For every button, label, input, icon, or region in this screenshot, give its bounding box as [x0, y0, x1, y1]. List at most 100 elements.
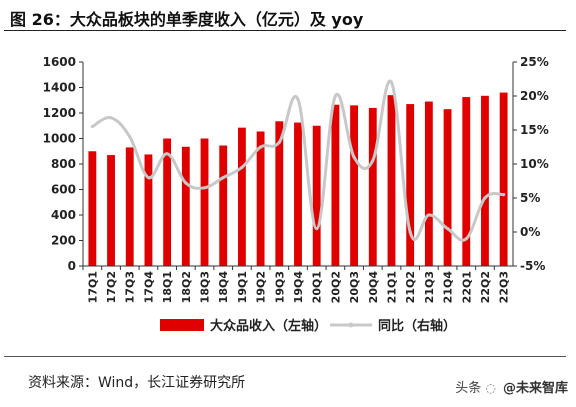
legend-line-marker [348, 322, 354, 328]
x-tick-label: 19Q4 [292, 271, 305, 304]
line-series [90, 79, 506, 242]
x-tick-label: 20Q4 [367, 271, 380, 304]
x-tick-label: 18Q2 [180, 271, 193, 303]
revenue-bar [219, 145, 228, 266]
x-tick-label: 17Q1 [86, 271, 99, 303]
x-tick-label: 20Q1 [311, 271, 324, 303]
revenue-bar [237, 127, 246, 266]
revenue-bar [368, 107, 377, 267]
revenue-bar [275, 121, 284, 266]
left-tick-label: 600 [51, 183, 76, 197]
x-tick-label: 17Q3 [124, 271, 137, 303]
revenue-bar [256, 131, 265, 266]
bar-series [88, 92, 508, 267]
yoy-point [408, 230, 412, 234]
x-tick-label: 21Q1 [385, 271, 398, 303]
revenue-bar [88, 151, 97, 266]
revenue-bar [406, 104, 415, 266]
revenue-bar [462, 97, 471, 266]
bubble-icon: ◌ [485, 381, 496, 395]
right-tick-label: 10% [520, 157, 549, 171]
revenue-bar [200, 138, 209, 266]
yoy-point [240, 165, 244, 169]
revenue-bar [312, 125, 321, 266]
x-tick-label: 22Q1 [460, 271, 473, 303]
yoy-point [352, 155, 356, 159]
legend-bar-label: 大众品收入（左轴） [210, 318, 327, 334]
title-divider [4, 30, 566, 31]
left-tick-label: 1200 [43, 106, 76, 120]
right-axis: -5% 0% 5% 10% 15% 20% 25% [512, 55, 549, 273]
yoy-point [184, 181, 188, 185]
bar-line-chart: 0 200 400 600 800 1000 1200 1400 1600 -5% 0% 5% 10%… [43, 55, 549, 334]
revenue-bar [125, 147, 134, 266]
right-tick-label: 15% [520, 123, 549, 137]
yoy-point [371, 159, 375, 163]
left-tick-label: 1400 [43, 81, 76, 95]
yoy-point [333, 94, 337, 98]
yoy-point [90, 125, 94, 129]
revenue-bar [443, 109, 452, 266]
revenue-bar [331, 104, 340, 267]
right-tick-label: 20% [520, 89, 549, 103]
revenue-bar [163, 138, 172, 266]
left-tick-label: 200 [51, 234, 76, 248]
x-tick-label: 19Q1 [236, 271, 249, 303]
legend-line-label: 同比（右轴） [378, 318, 456, 334]
left-axis: 0 200 400 600 800 1000 1200 1400 1600 [43, 55, 84, 273]
yoy-point [464, 237, 468, 241]
watermark-prefix: 头条 [455, 381, 482, 396]
x-tick-label: 20Q2 [329, 271, 342, 303]
x-tick-label: 22Q2 [479, 271, 492, 303]
x-tick-label: 22Q3 [498, 271, 511, 303]
yoy-point [445, 227, 450, 231]
revenue-bar [107, 155, 115, 266]
yoy-point [109, 116, 113, 120]
yoy-point [296, 97, 300, 101]
chart-title: 图 26：大众品板块的单季度收入（亿元）及 yoy [10, 10, 364, 29]
revenue-bar [294, 122, 302, 266]
right-tick-label: 5% [520, 191, 540, 205]
revenue-bar [481, 95, 489, 266]
yoy-point [483, 196, 487, 200]
right-tick-label: 25% [520, 55, 549, 69]
yoy-point [128, 135, 132, 139]
revenue-bar [181, 146, 190, 266]
x-tick-label: 17Q2 [105, 271, 118, 303]
watermark: 头条 ◌ @未来智库 [455, 377, 568, 396]
x-tick-label: 19Q2 [255, 271, 268, 303]
revenue-bar [387, 95, 396, 267]
legend: 大众品收入（左轴） 同比（右轴） [160, 318, 456, 334]
yoy-point [165, 152, 169, 156]
x-tick-label: 18Q1 [161, 271, 174, 303]
left-tick-label: 1000 [43, 132, 76, 146]
footer-divider [4, 356, 566, 357]
yoy-point [277, 140, 281, 144]
x-tick-label: 19Q3 [273, 271, 286, 303]
left-tick-label: 400 [51, 208, 76, 222]
x-tick-label: 21Q2 [404, 271, 417, 303]
x-tick-label: 20Q3 [348, 271, 361, 303]
yoy-point [502, 193, 506, 197]
yoy-point [427, 213, 431, 217]
x-tick-label: 18Q4 [217, 271, 230, 304]
revenue-bar [350, 105, 359, 266]
x-tick-label: 18Q3 [199, 271, 212, 303]
x-axis: 17Q1 17Q2 17Q3 17Q4 18Q1 18Q2 18Q3 18Q4 19Q1 19Q2… [82, 265, 513, 304]
right-tick-label: -5% [520, 259, 545, 273]
right-tick-label: 0% [520, 225, 540, 239]
revenue-bar [499, 92, 508, 266]
left-tick-label: 800 [51, 157, 76, 171]
yoy-point [259, 145, 263, 149]
left-tick-label: 0 [68, 259, 76, 273]
left-tick-label: 1600 [43, 55, 76, 69]
x-tick-label: 17Q4 [142, 271, 155, 304]
x-tick-label: 21Q4 [442, 271, 455, 304]
yoy-point [221, 176, 225, 180]
revenue-bar [144, 154, 153, 266]
yoy-point [389, 80, 394, 84]
legend-bar-swatch [160, 319, 204, 331]
watermark-brand: @未来智库 [502, 381, 568, 396]
revenue-bar [424, 101, 433, 267]
yoy-point [146, 176, 151, 180]
